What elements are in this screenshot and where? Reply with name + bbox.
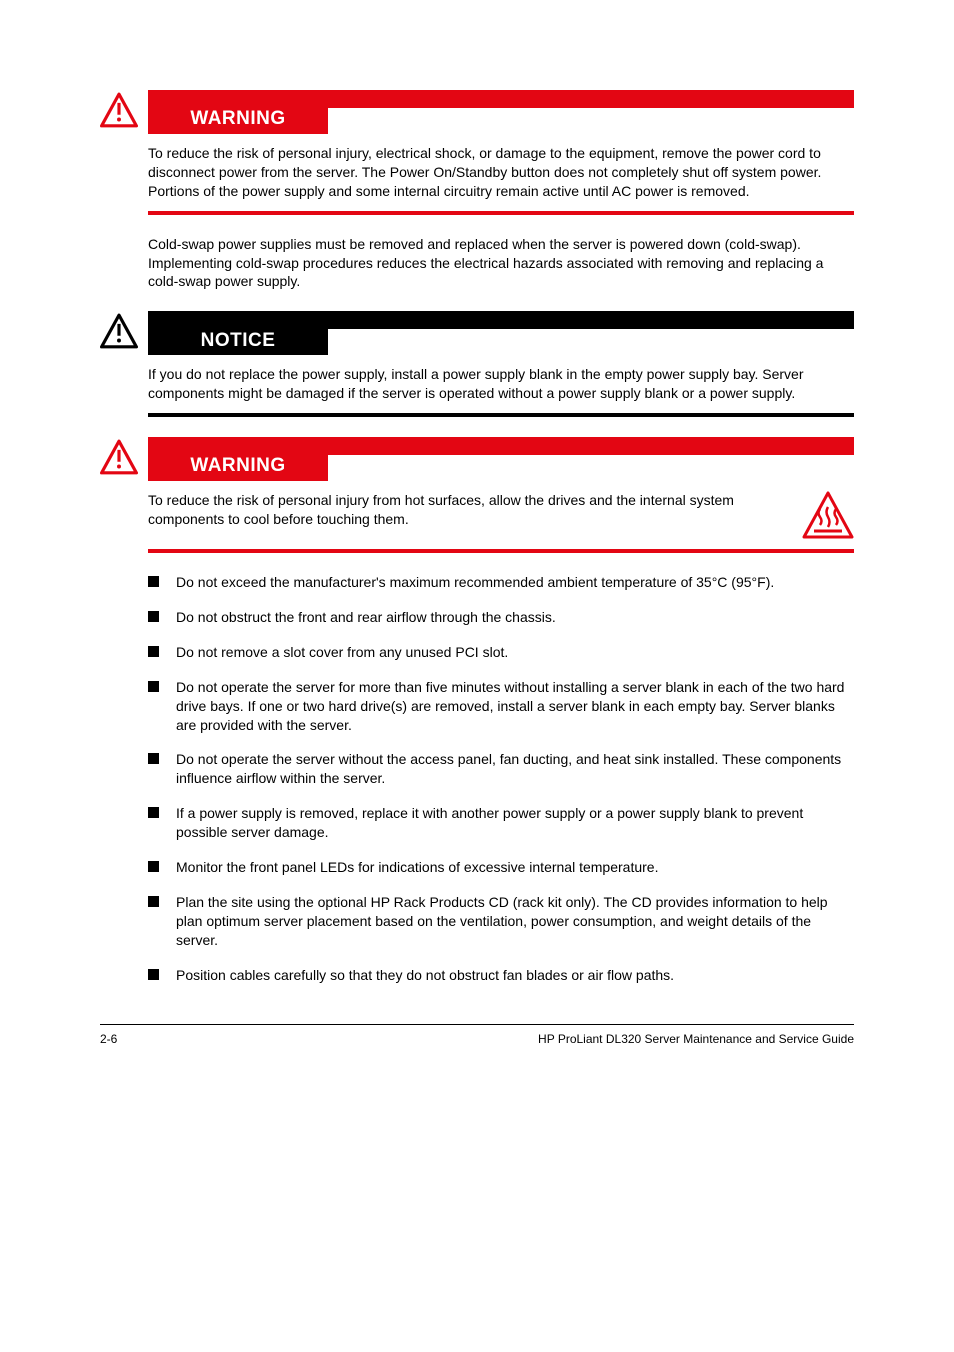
notice-label: NOTICE [148, 325, 328, 355]
list-item: Monitor the front panel LEDs for indicat… [148, 858, 854, 877]
warning-triangle-icon [100, 439, 138, 475]
hot-surface-icon [802, 491, 854, 539]
warning-block-2: WARNING To reduce the risk of personal i… [100, 437, 854, 553]
list-item: Position cables carefully so that they d… [148, 966, 854, 985]
notice-text: If you do not replace the power supply, … [148, 365, 854, 403]
warning-label: WARNING [148, 104, 328, 134]
warning1-text: To reduce the risk of personal injury, e… [148, 144, 854, 201]
notice-triangle-icon [100, 313, 138, 349]
doc-title: HP ProLiant DL320 Server Maintenance and… [538, 1031, 854, 1047]
list-item: Do not remove a slot cover from any unus… [148, 643, 854, 662]
list-item: Do not exceed the manufacturer's maximum… [148, 573, 854, 592]
list-item: If a power supply is removed, replace it… [148, 804, 854, 842]
list-item: Do not obstruct the front and rear airfl… [148, 608, 854, 627]
list-item: Plan the site using the optional HP Rack… [148, 893, 854, 950]
warning-label: WARNING [148, 451, 328, 481]
bullet-list: Do not exceed the manufacturer's maximum… [148, 573, 854, 984]
page-number: 2-6 [100, 1031, 117, 1047]
interstitial-paragraph: Cold-swap power supplies must be removed… [148, 235, 854, 292]
list-item: Do not operate the server without the ac… [148, 750, 854, 788]
warning2-text: To reduce the risk of personal injury fr… [148, 491, 790, 529]
list-item: Do not operate the server for more than … [148, 678, 854, 735]
notice-block: NOTICE If you do not replace the power s… [100, 311, 854, 417]
warning-block-1: WARNING To reduce the risk of personal i… [100, 90, 854, 215]
interstitial-text: Cold-swap power supplies must be removed… [148, 235, 854, 292]
warning-triangle-icon [100, 92, 138, 128]
page-footer: 2-6 HP ProLiant DL320 Server Maintenance… [100, 1024, 854, 1047]
